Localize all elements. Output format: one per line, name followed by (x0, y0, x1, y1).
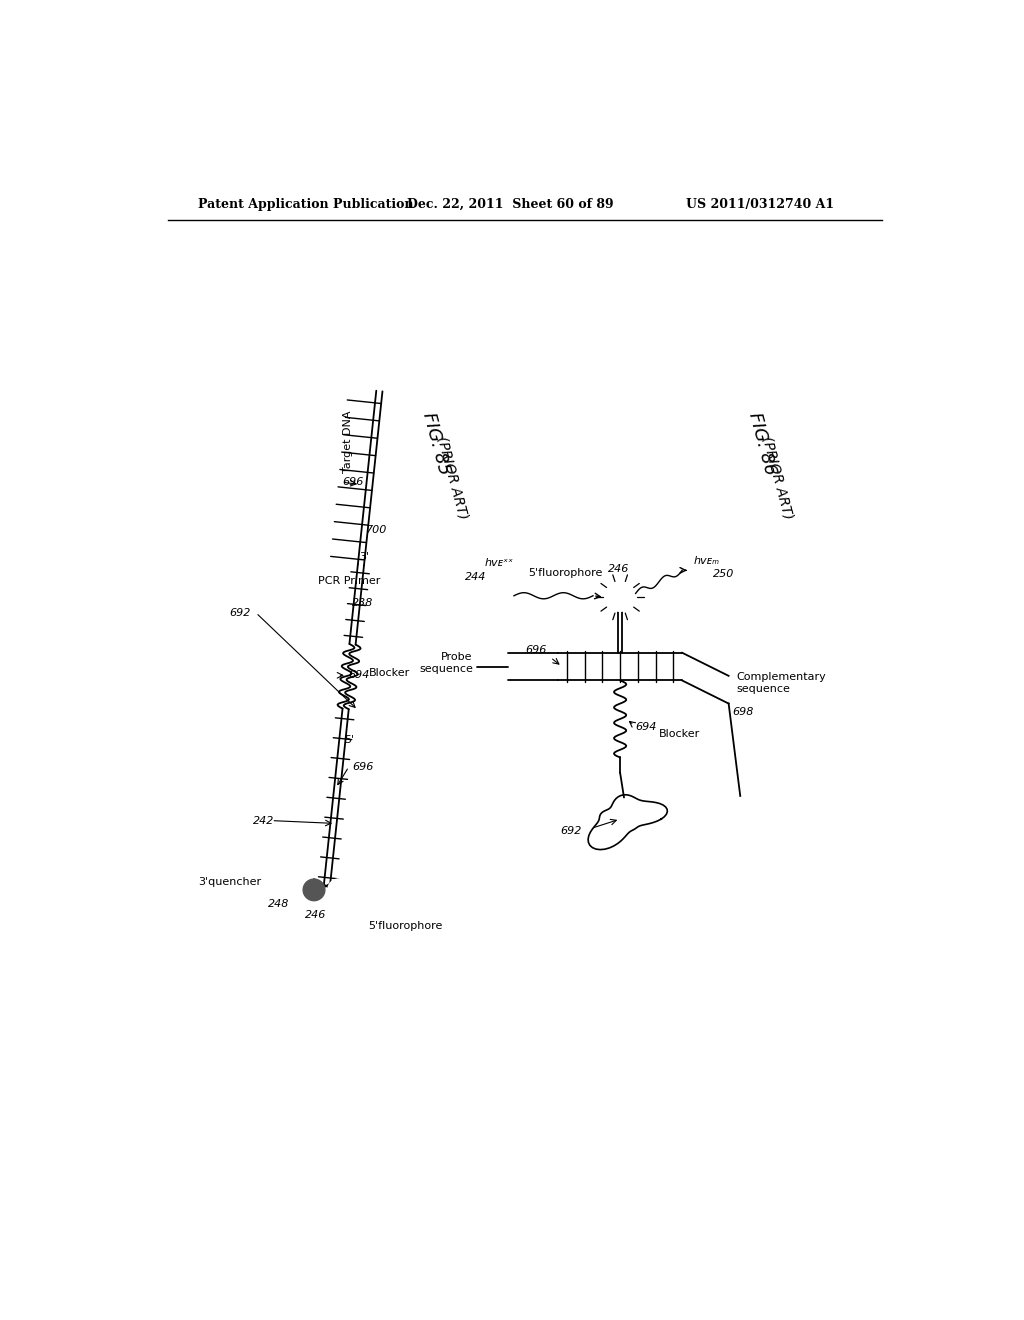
Text: 700: 700 (366, 525, 387, 536)
Text: 3': 3' (359, 552, 370, 562)
Text: 696: 696 (352, 762, 374, 772)
Text: 5': 5' (344, 735, 354, 746)
Text: 698: 698 (732, 708, 754, 717)
Text: 242: 242 (253, 816, 274, 825)
Text: 5'fluorophore: 5'fluorophore (528, 568, 602, 578)
Text: 692: 692 (229, 607, 251, 618)
Text: 248: 248 (268, 899, 290, 908)
Text: 244: 244 (465, 572, 485, 582)
Text: Blocker: Blocker (658, 730, 700, 739)
Text: FIG. 86: FIG. 86 (744, 411, 779, 477)
Text: 3'quencher: 3'quencher (198, 878, 261, 887)
Text: 246: 246 (608, 564, 630, 574)
Text: (PRIOR ART): (PRIOR ART) (434, 434, 470, 521)
Text: Probe
sequence: Probe sequence (419, 652, 473, 673)
Text: Complementary
sequence: Complementary sequence (736, 672, 826, 693)
Text: (PRIOR ART): (PRIOR ART) (760, 434, 796, 521)
Text: 696: 696 (525, 645, 547, 655)
Text: hvᴇₘ: hvᴇₘ (693, 557, 720, 566)
Text: hvᴇˣˣ: hvᴇˣˣ (484, 557, 514, 568)
Text: Blocker: Blocker (370, 668, 411, 678)
Text: 694: 694 (348, 671, 370, 680)
Text: 694: 694 (636, 722, 657, 731)
Text: Patent Application Publication: Patent Application Publication (198, 198, 414, 211)
Text: FIG. 85: FIG. 85 (420, 411, 454, 477)
Text: 5'fluorophore: 5'fluorophore (369, 921, 442, 931)
Text: Target DNA: Target DNA (343, 411, 353, 473)
Text: Dec. 22, 2011  Sheet 60 of 89: Dec. 22, 2011 Sheet 60 of 89 (407, 198, 613, 211)
Circle shape (606, 583, 634, 611)
Text: 692: 692 (560, 825, 582, 836)
Text: 696: 696 (342, 477, 364, 487)
Text: 238: 238 (352, 598, 374, 609)
Text: US 2011/0312740 A1: US 2011/0312740 A1 (686, 198, 835, 211)
Text: PCR Primer: PCR Primer (318, 577, 381, 586)
Circle shape (303, 879, 325, 900)
Text: 250: 250 (713, 569, 734, 579)
Text: 246: 246 (305, 911, 327, 920)
Circle shape (328, 879, 349, 900)
